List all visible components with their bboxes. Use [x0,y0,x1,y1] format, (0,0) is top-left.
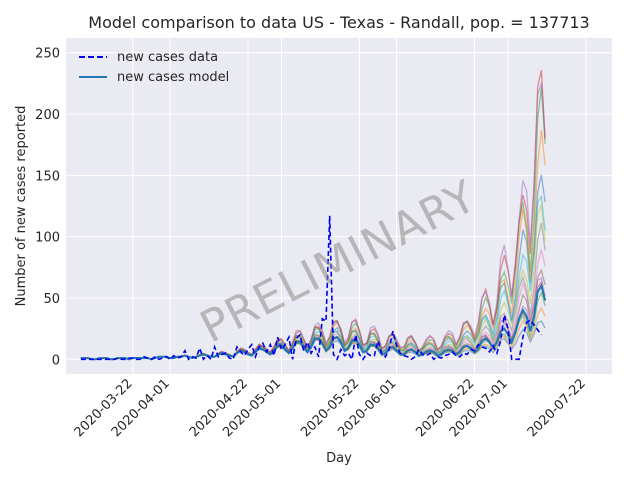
y-tick-label: 200 [35,108,60,123]
legend-label-data: new cases data [117,50,218,65]
data-series-line [80,215,543,362]
legend-label-model: new cases model [117,70,229,85]
y-axis-label: Number of new cases reported [14,106,29,307]
y-tick-label: 250 [35,47,60,62]
y-tick-label: 100 [35,231,60,246]
model-series-line [80,283,547,361]
grid-lines [66,38,612,374]
x-tick-label: 2020-07-22 [525,376,589,440]
y-tick-labels: 0 50 100 150 200 250 [35,47,60,369]
legend: new cases data new cases model [79,50,229,85]
y-tick-label: 150 [35,169,60,184]
chart-title: Model comparison to data US - Texas - Ra… [88,13,589,32]
series-lines [80,215,547,362]
x-axis-label: Day [326,451,352,466]
y-tick-label: 50 [43,292,60,307]
y-tick-label: 0 [52,353,60,368]
